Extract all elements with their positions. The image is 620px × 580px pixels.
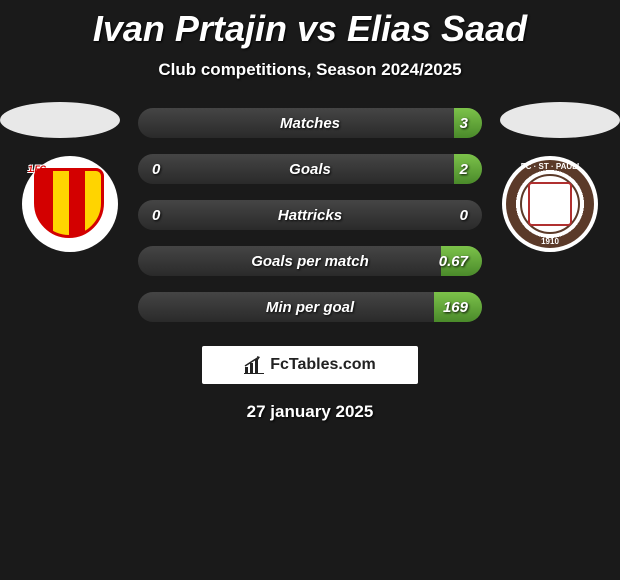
main-area: 1.FC FC · ST · PAULI 1910 Matches30Goals… [0,108,620,422]
subtitle: Club competitions, Season 2024/2025 [0,60,620,80]
stat-label: Goals per match [138,253,482,270]
club-badge-left: 1.FC [22,156,118,252]
player-right-shadow [500,102,620,138]
page-title: Ivan Prtajin vs Elias Saad [0,8,620,50]
stat-value-right: 169 [443,299,468,316]
union-shield-icon [34,168,104,238]
stat-value-right: 0.67 [439,253,468,270]
stat-value-right: 0 [460,207,468,224]
stat-row: 0Hattricks0 [138,200,482,230]
st-pauli-inner-icon [520,174,580,234]
stat-rows: Matches30Goals20Hattricks0Goals per matc… [138,108,482,322]
date-label: 27 january 2025 [0,402,620,422]
union-berlin-logo: 1.FC [34,168,106,240]
player-left-shadow [0,102,120,138]
stat-label: Goals [138,161,482,178]
stat-row: Matches3 [138,108,482,138]
st-pauli-logo: FC · ST · PAULI 1910 [506,160,594,248]
bar-chart-icon [244,356,264,374]
stat-value-right: 3 [460,115,468,132]
stat-value-right: 2 [460,161,468,178]
stat-label: Min per goal [138,299,482,316]
brand-box: FcTables.com [202,346,418,384]
stat-label: Hattricks [138,207,482,224]
comparison-card: Ivan Prtajin vs Elias Saad Club competit… [0,0,620,422]
stat-row: 0Goals2 [138,154,482,184]
stat-label: Matches [138,115,482,132]
stat-row: Goals per match0.67 [138,246,482,276]
stat-row: Min per goal169 [138,292,482,322]
club-badge-right: FC · ST · PAULI 1910 [502,156,598,252]
brand-text: FcTables.com [270,356,376,374]
